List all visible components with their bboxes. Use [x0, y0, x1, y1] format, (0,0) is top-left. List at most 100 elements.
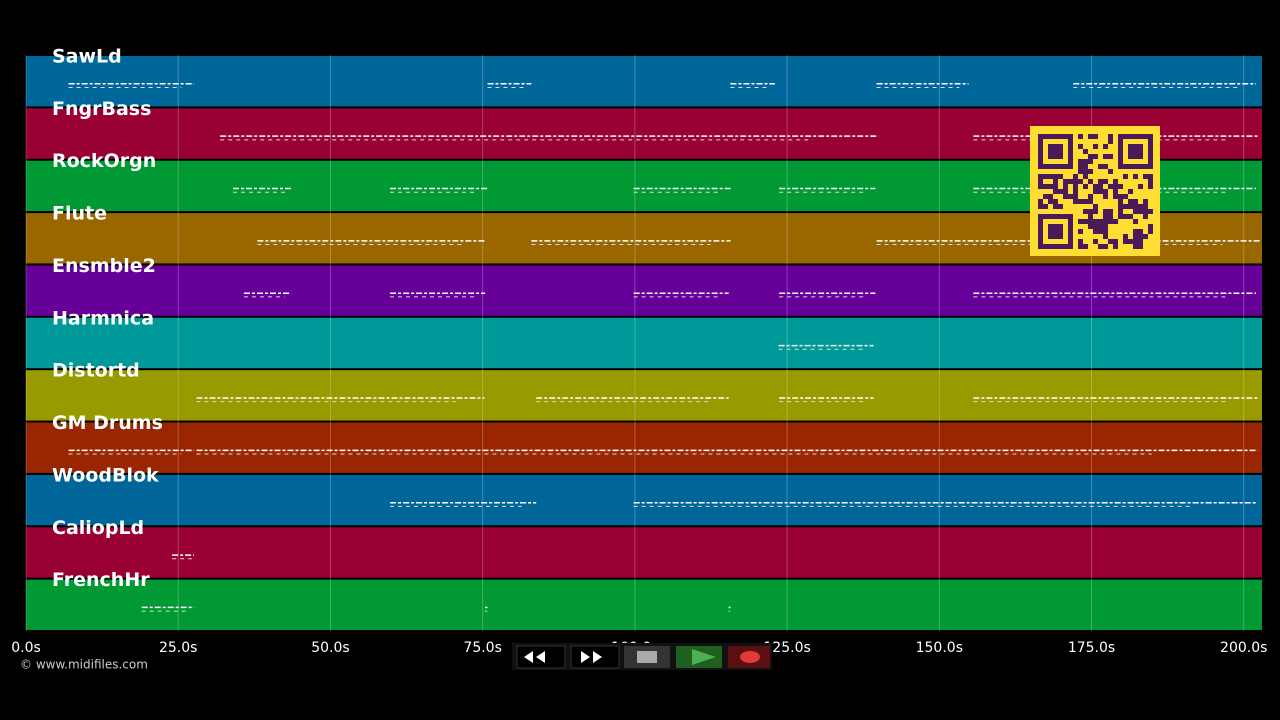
qr-cell	[1093, 154, 1098, 159]
icon	[637, 651, 657, 663]
qr-cell	[1078, 229, 1083, 234]
forward-button[interactable]	[570, 645, 620, 669]
note-phrase	[876, 83, 969, 88]
track-name: Flute	[52, 203, 107, 225]
note-phrase	[68, 83, 195, 88]
qr-cell	[1078, 199, 1083, 204]
qr-cell	[1093, 224, 1098, 229]
qr-cell	[1108, 219, 1113, 224]
qr-cell	[1138, 184, 1143, 189]
note-phrase	[973, 187, 1256, 193]
qr-code	[1030, 126, 1160, 256]
track-name: GM Drums	[52, 412, 163, 434]
qr-cell	[1098, 164, 1103, 169]
qr-cell	[1103, 214, 1108, 219]
note-phrase	[485, 606, 488, 612]
qr-cell	[1128, 214, 1133, 219]
qr-cell	[1088, 169, 1093, 174]
note-phrase	[1073, 83, 1256, 88]
track-name: WoodBlok	[52, 464, 159, 486]
qr-cell	[1073, 174, 1078, 179]
qr-cell	[1088, 194, 1093, 199]
note-phrase	[973, 135, 1258, 141]
qr-cell	[1048, 184, 1053, 189]
qr-cell	[1133, 239, 1138, 244]
qr-cell	[1103, 219, 1108, 224]
qr-cell	[1093, 239, 1098, 244]
qr-cell	[1118, 194, 1123, 199]
qr-cell	[1053, 184, 1058, 189]
qr-cell	[1053, 199, 1058, 204]
qr-cell	[1083, 174, 1088, 179]
note-phrase	[487, 83, 532, 88]
qr-cell	[1103, 209, 1108, 214]
qr-cell	[1063, 189, 1068, 194]
play-button[interactable]	[676, 646, 722, 668]
qr-cell	[1118, 209, 1123, 214]
qr-cell	[1048, 174, 1053, 179]
qr-cell	[1093, 209, 1098, 214]
qr-cell	[1103, 189, 1108, 194]
qr-cell	[1123, 234, 1128, 239]
stop-button[interactable]	[624, 646, 670, 668]
note-phrase	[141, 606, 195, 612]
note-phrase	[779, 187, 876, 193]
qr-cell	[1138, 209, 1143, 214]
note-phrase	[172, 554, 195, 560]
qr-cell	[1088, 179, 1093, 184]
qr-cell	[1138, 244, 1143, 249]
qr-cell	[1048, 199, 1053, 204]
track-name: FngrBass	[52, 98, 151, 120]
x-tick-label: 75.0s	[463, 640, 501, 656]
track-name: FrenchHr	[52, 569, 150, 591]
qr-cell	[1118, 199, 1123, 204]
qr-cell	[1078, 144, 1083, 149]
qr-cell	[1138, 234, 1143, 239]
qr-cell	[1093, 189, 1098, 194]
controls	[512, 643, 772, 670]
note-phrase	[779, 292, 876, 298]
icon	[581, 651, 602, 663]
qr-cell	[1068, 179, 1073, 184]
qr-cell	[1113, 179, 1118, 184]
qr-cell	[1108, 169, 1113, 174]
qr-cell	[1103, 194, 1108, 199]
record-button[interactable]	[728, 646, 770, 668]
qr-cell	[1148, 174, 1153, 179]
qr-cell	[1103, 229, 1108, 234]
qr-cell	[1123, 239, 1128, 244]
track-band	[26, 422, 1262, 473]
qr-cell	[1098, 179, 1103, 184]
qr-cell	[1043, 184, 1048, 189]
track-name: Harmnica	[52, 307, 154, 329]
qr-cell	[1053, 204, 1058, 209]
qr-cell	[1113, 219, 1118, 224]
qr-cell	[1088, 134, 1093, 139]
qr-cell	[1078, 239, 1083, 244]
x-tick-label: 200.0s	[1220, 640, 1267, 656]
qr-cell	[1088, 154, 1093, 159]
qr-finder	[1048, 224, 1063, 239]
qr-cell	[1103, 164, 1108, 169]
qr-cell	[1143, 199, 1148, 204]
note-phrase	[390, 501, 537, 507]
qr-cell	[1038, 204, 1043, 209]
qr-cell	[1043, 194, 1048, 199]
note-phrase	[220, 135, 879, 141]
qr-cell	[1088, 214, 1093, 219]
qr-cell	[1138, 229, 1143, 234]
note-phrase	[973, 397, 1258, 403]
qr-cell	[1043, 204, 1048, 209]
qr-cell	[1098, 229, 1103, 234]
qr-cell	[1038, 199, 1043, 204]
qr-cell	[1138, 239, 1143, 244]
qr-cell	[1098, 184, 1103, 189]
qr-finder	[1128, 144, 1143, 159]
rewind-button[interactable]	[516, 645, 566, 669]
track-name: Distortd	[52, 360, 140, 382]
qr-cell	[1098, 189, 1103, 194]
qr-cell	[1073, 194, 1078, 199]
qr-cell	[1063, 179, 1068, 184]
x-tick-label: 50.0s	[311, 640, 349, 656]
